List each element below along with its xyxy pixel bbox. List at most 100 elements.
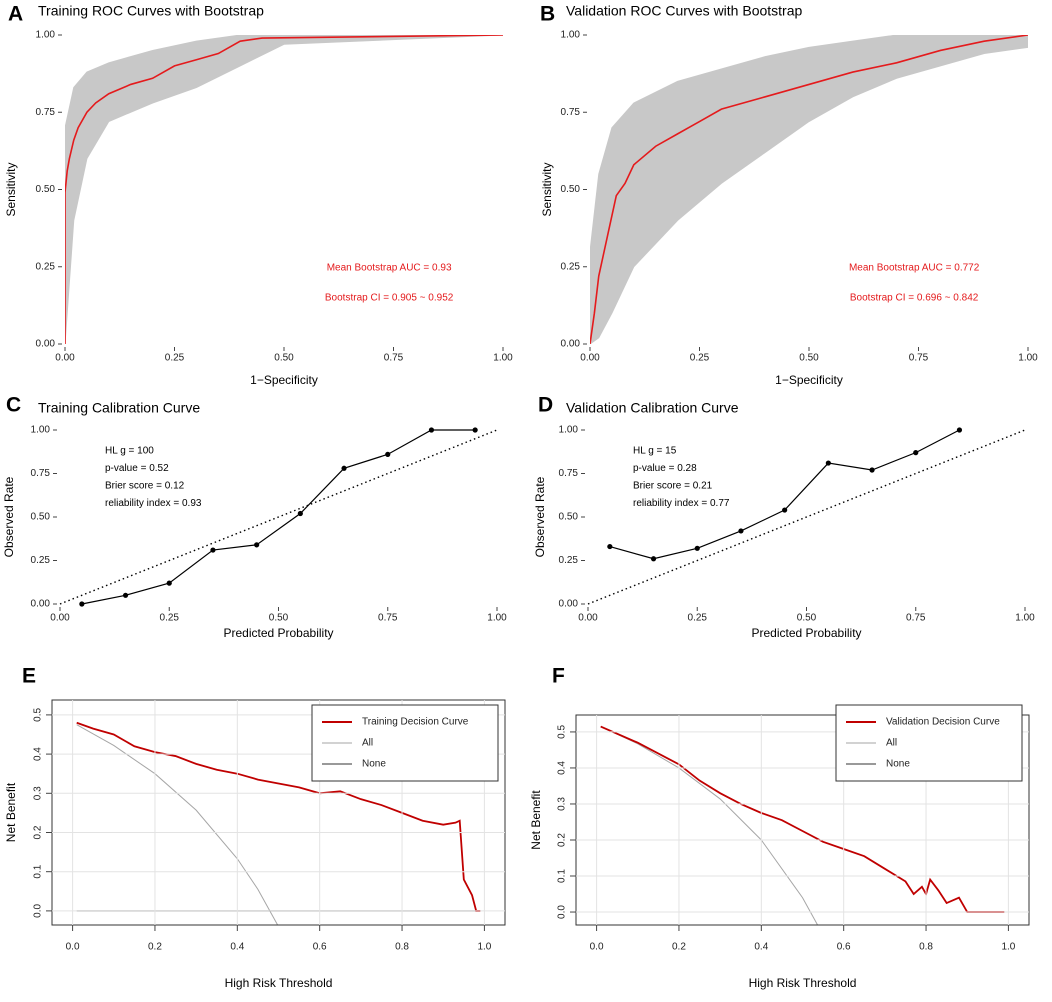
- x-tick-label: 1.00: [487, 613, 507, 624]
- y-tick-label: 0.50: [561, 184, 581, 195]
- reference-line: [59, 429, 498, 605]
- calibration-point: [210, 547, 216, 553]
- y-tick-label: 0.3: [557, 797, 568, 811]
- y-tick-label: 0.50: [36, 184, 56, 195]
- annotation: Mean Bootstrap AUC = 0.93: [327, 263, 452, 274]
- legend-label: Validation Decision Curve: [886, 717, 1000, 728]
- annotation: Brier score = 0.12: [105, 481, 185, 492]
- panel-label: B: [540, 3, 555, 26]
- calibration-point: [472, 427, 478, 433]
- calibration-point: [122, 592, 129, 598]
- legend-label: None: [886, 759, 910, 770]
- chart-title: Validation Calibration Curve: [566, 400, 739, 416]
- x-axis-label: 1−Specificity: [250, 373, 318, 387]
- calibration-point: [825, 460, 831, 466]
- x-tick-label: 0.00: [578, 613, 598, 624]
- legend-label: None: [362, 759, 386, 770]
- annotation: p-value = 0.28: [633, 463, 697, 474]
- calibration-point: [254, 542, 260, 548]
- x-axis-label: Predicted Probability: [223, 626, 333, 640]
- y-tick-label: 1.00: [561, 30, 581, 41]
- calibration-point: [607, 543, 613, 550]
- x-tick-label: 0.00: [50, 613, 70, 624]
- x-tick-label: 1.0: [477, 942, 491, 953]
- y-tick-label: 0.75: [31, 468, 51, 479]
- x-axis-label: High Risk Threshold: [749, 976, 857, 990]
- plot-area: [590, 35, 1028, 344]
- y-tick-label: 0.25: [31, 555, 51, 566]
- calibration-point: [869, 467, 875, 473]
- x-axis-label: High Risk Threshold: [225, 976, 333, 990]
- x-tick-label: 0.25: [690, 353, 710, 364]
- x-tick-label: 0.75: [906, 613, 926, 624]
- x-tick-label: 0.50: [799, 353, 819, 364]
- calibration-point: [341, 465, 347, 471]
- x-tick-label: 0.8: [919, 942, 933, 953]
- x-tick-label: 0.50: [797, 613, 817, 624]
- x-tick-label: 0.00: [55, 353, 75, 364]
- calibration-line: [81, 429, 476, 605]
- x-tick-label: 0.50: [269, 613, 289, 624]
- chart-title: Validation ROC Curves with Bootstrap: [566, 3, 802, 19]
- chart-title: Training ROC Curves with Bootstrap: [38, 3, 264, 19]
- y-axis-label: Sensitivity: [540, 162, 554, 216]
- x-tick-label: 0.4: [754, 942, 768, 953]
- y-tick-label: 0.0: [33, 904, 44, 918]
- x-tick-label: 1.00: [493, 353, 513, 364]
- x-tick-label: 0.75: [909, 353, 929, 364]
- bootstrap-band: [65, 35, 503, 344]
- chart-title: Training Calibration Curve: [38, 400, 200, 416]
- y-tick-label: 0.00: [561, 339, 581, 350]
- x-axis-label: Predicted Probability: [751, 626, 861, 640]
- calibration-point: [79, 601, 85, 607]
- x-tick-label: 0.4: [230, 942, 244, 953]
- x-tick-label: 1.00: [1018, 353, 1038, 364]
- x-axis-label: 1−Specificity: [775, 373, 843, 387]
- y-tick-label: 0.5: [33, 708, 44, 722]
- legend-label: All: [886, 738, 897, 749]
- calibration-point: [913, 450, 919, 456]
- calibration-point: [694, 545, 700, 551]
- bootstrap-band: [590, 35, 1028, 344]
- decision-curve: [76, 724, 279, 925]
- x-tick-label: 0.2: [672, 942, 686, 953]
- y-tick-label: 0.50: [31, 512, 51, 523]
- calibration-point: [738, 528, 744, 534]
- y-tick-label: 1.00: [559, 425, 579, 436]
- y-tick-label: 0.25: [559, 555, 579, 566]
- y-tick-label: 0.50: [559, 512, 579, 523]
- calibration-point: [166, 580, 172, 586]
- y-tick-label: 0.75: [36, 107, 56, 118]
- y-tick-label: 0.2: [33, 825, 44, 839]
- x-tick-label: 0.00: [580, 353, 600, 364]
- y-tick-label: 0.2: [557, 833, 568, 847]
- roc-curve: [65, 35, 503, 344]
- y-tick-label: 0.25: [561, 261, 581, 272]
- y-axis-label: Net Benefit: [529, 790, 543, 850]
- y-tick-label: 0.00: [36, 339, 56, 350]
- annotation: Bootstrap CI = 0.696 ~ 0.842: [850, 293, 979, 304]
- x-tick-label: 0.6: [837, 942, 851, 953]
- y-tick-label: 0.4: [33, 747, 44, 761]
- calibration-point: [385, 451, 391, 457]
- y-tick-label: 0.5: [557, 725, 568, 739]
- x-tick-label: 0.25: [160, 613, 180, 624]
- annotation: Mean Bootstrap AUC = 0.772: [849, 263, 980, 274]
- y-tick-label: 0.1: [33, 864, 44, 878]
- decision-curve: [600, 726, 819, 925]
- x-tick-label: 0.0: [590, 942, 604, 953]
- x-tick-label: 0.6: [313, 942, 327, 953]
- plot-frame: [51, 699, 506, 926]
- y-tick-label: 0.3: [33, 786, 44, 800]
- x-tick-label: 0.75: [384, 353, 404, 364]
- y-tick-label: 0.4: [557, 761, 568, 775]
- decision-curve: [600, 725, 1005, 913]
- y-tick-label: 1.00: [31, 425, 51, 436]
- y-tick-label: 0.00: [559, 599, 579, 610]
- annotation: HL g = 100: [105, 446, 154, 457]
- annotation: HL g = 15: [633, 446, 677, 457]
- y-axis-label: Observed Rate: [533, 476, 547, 557]
- panel-label: C: [6, 394, 21, 417]
- x-tick-label: 0.2: [148, 942, 162, 953]
